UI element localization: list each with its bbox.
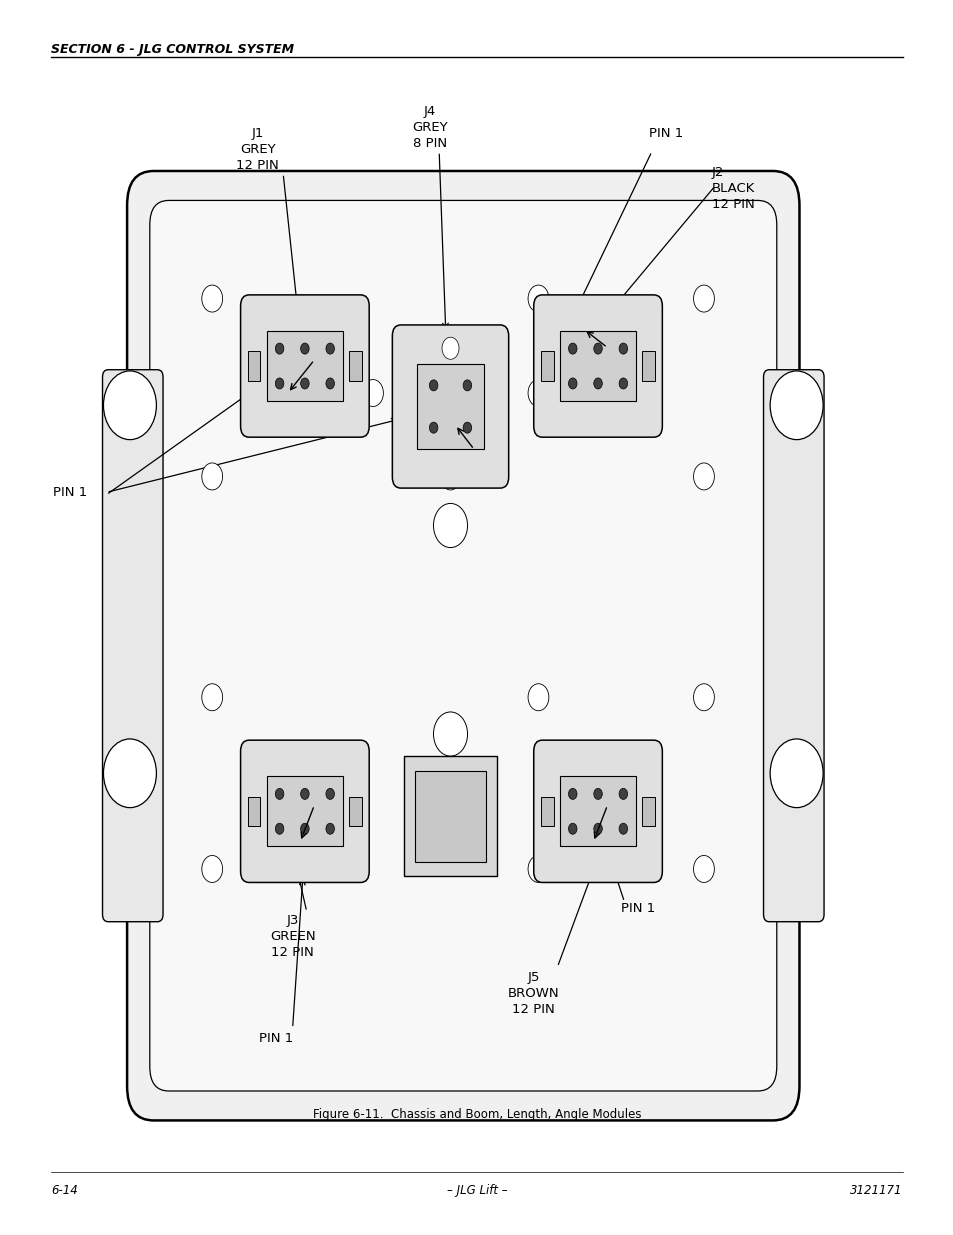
Circle shape [693, 684, 714, 710]
Circle shape [202, 856, 222, 883]
Circle shape [618, 788, 627, 799]
FancyBboxPatch shape [127, 170, 799, 1120]
Circle shape [300, 378, 309, 389]
Bar [248, 351, 260, 380]
Circle shape [300, 343, 309, 354]
Circle shape [693, 856, 714, 883]
Circle shape [618, 378, 627, 389]
FancyBboxPatch shape [533, 740, 661, 883]
Text: PIN 1: PIN 1 [53, 485, 88, 499]
Text: J4
GREY
8 PIN: J4 GREY 8 PIN [412, 105, 447, 149]
FancyBboxPatch shape [533, 295, 661, 437]
Circle shape [568, 824, 577, 835]
FancyBboxPatch shape [762, 369, 823, 921]
Circle shape [429, 422, 437, 433]
Circle shape [326, 378, 335, 389]
Text: SECTION 6 - JLG CONTROL SYSTEM: SECTION 6 - JLG CONTROL SYSTEM [51, 43, 294, 57]
FancyBboxPatch shape [150, 200, 776, 1091]
FancyBboxPatch shape [102, 369, 163, 921]
Circle shape [769, 739, 822, 808]
FancyBboxPatch shape [240, 295, 369, 437]
Bar [404, 756, 497, 877]
Bar [349, 351, 361, 380]
Circle shape [300, 788, 309, 799]
Circle shape [275, 378, 284, 389]
Circle shape [618, 343, 627, 354]
Circle shape [433, 711, 467, 756]
Circle shape [618, 824, 627, 835]
Circle shape [326, 788, 335, 799]
Circle shape [103, 370, 156, 440]
Text: PIN 1: PIN 1 [259, 1032, 294, 1045]
Circle shape [593, 824, 601, 835]
Circle shape [528, 285, 548, 312]
Bar [641, 351, 654, 380]
Circle shape [429, 380, 437, 390]
Circle shape [593, 788, 601, 799]
Circle shape [528, 684, 548, 710]
Circle shape [568, 788, 577, 799]
Circle shape [300, 824, 309, 835]
Text: 6-14: 6-14 [51, 1184, 78, 1197]
Bar [416, 364, 484, 448]
Text: J2
BLACK
12 PIN: J2 BLACK 12 PIN [711, 165, 754, 211]
Circle shape [462, 380, 471, 390]
Bar [248, 797, 260, 826]
Circle shape [693, 285, 714, 312]
Circle shape [275, 824, 284, 835]
Circle shape [593, 343, 601, 354]
Bar [415, 771, 485, 862]
Bar [641, 797, 654, 826]
Text: J3
GREEN
12 PIN: J3 GREEN 12 PIN [270, 914, 315, 960]
Bar [540, 351, 553, 380]
Circle shape [326, 343, 335, 354]
Text: PIN 1: PIN 1 [648, 127, 682, 140]
Text: J5
BROWN
12 PIN: J5 BROWN 12 PIN [507, 971, 559, 1015]
Circle shape [439, 463, 460, 490]
Circle shape [433, 504, 467, 547]
Text: – JLG Lift –: – JLG Lift – [446, 1184, 507, 1197]
Text: J1
GREY
12 PIN: J1 GREY 12 PIN [236, 127, 278, 172]
Bar [540, 797, 553, 826]
Circle shape [462, 422, 471, 433]
FancyBboxPatch shape [240, 740, 369, 883]
Circle shape [202, 463, 222, 490]
Circle shape [362, 379, 383, 406]
Circle shape [528, 379, 548, 406]
Circle shape [441, 337, 458, 359]
Circle shape [202, 285, 222, 312]
Circle shape [326, 824, 335, 835]
Bar [267, 777, 342, 846]
Text: Figure 6-11.  Chassis and Boom, Length, Angle Modules: Figure 6-11. Chassis and Boom, Length, A… [313, 1108, 640, 1121]
Bar [559, 777, 636, 846]
Bar [559, 331, 636, 401]
Circle shape [275, 343, 284, 354]
Circle shape [528, 856, 548, 883]
Circle shape [693, 463, 714, 490]
Circle shape [103, 739, 156, 808]
Circle shape [568, 378, 577, 389]
Bar [267, 331, 342, 401]
Circle shape [568, 343, 577, 354]
Bar [349, 797, 361, 826]
Text: 3121171: 3121171 [849, 1184, 902, 1197]
Text: PIN 1: PIN 1 [620, 902, 655, 915]
FancyBboxPatch shape [392, 325, 508, 488]
Circle shape [202, 684, 222, 710]
Circle shape [275, 788, 284, 799]
Circle shape [593, 378, 601, 389]
Circle shape [769, 370, 822, 440]
